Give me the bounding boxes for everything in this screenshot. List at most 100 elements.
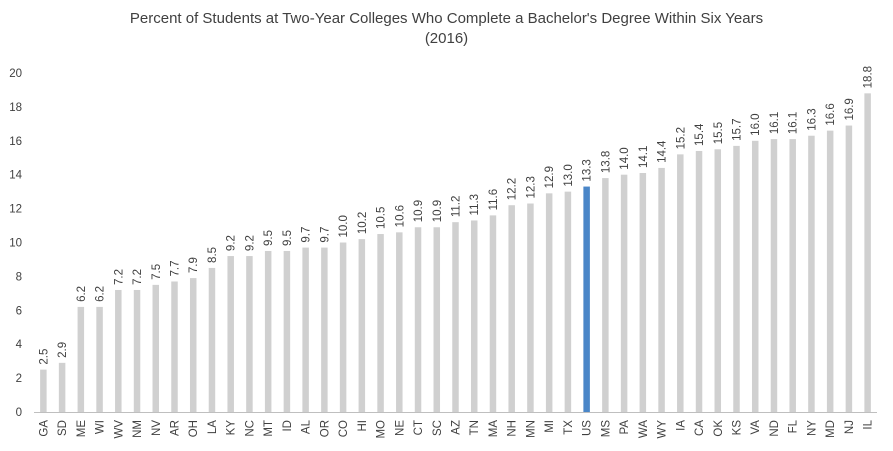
data-label: 15.5 — [713, 122, 725, 144]
x-tick-label: OR — [319, 420, 331, 437]
bar-sd — [58, 362, 66, 412]
chart-title-text: Percent of Students at Two-Year Colleges… — [129, 10, 764, 27]
y-tick-label: 0 — [16, 407, 22, 419]
x-tick-label: MN — [525, 420, 537, 438]
data-label: 14.0 — [619, 147, 631, 169]
data-label: 16.0 — [750, 113, 762, 135]
data-label: 13.8 — [600, 151, 612, 173]
data-label: 9.2 — [244, 235, 256, 251]
x-tick-label: IA — [675, 420, 687, 431]
data-label: 11.2 — [451, 196, 463, 218]
x-tick-label: MO — [376, 420, 388, 439]
x-tick-label: AL — [301, 419, 313, 434]
x-tick-label: AZ — [451, 420, 463, 435]
x-tick-label: WY — [657, 420, 669, 439]
x-tick-label: CT — [413, 420, 425, 435]
bar-or — [321, 247, 328, 412]
x-tick-label: NV — [151, 420, 163, 436]
y-tick-label: 12 — [9, 204, 22, 216]
x-tick-label: LA — [207, 420, 219, 434]
bar-ms — [602, 178, 609, 412]
bar-va — [751, 140, 759, 413]
data-labels: 2.5 2.9 6.2 6.2 7.2 7.2 7.5 7.7 7.9 8.5 9.2 9.2 9.5 9… — [38, 66, 874, 365]
x-tick-label: US — [582, 420, 594, 436]
bar-us — [583, 186, 590, 412]
data-label: 9.2 — [226, 235, 238, 251]
x-tick-label: KY — [226, 420, 238, 436]
y-axis: 0 2 4 6 8 10 12 14 16 18 20 — [9, 68, 22, 419]
chart-title: Percent of Students at Two-Year Colleges… — [0, 9, 893, 49]
bar-mi — [545, 193, 553, 412]
bar-ar — [171, 281, 178, 412]
x-tick-label: NM — [132, 420, 144, 438]
bar-hi — [358, 239, 366, 412]
bar-tn — [470, 220, 478, 412]
data-label: 7.5 — [151, 264, 163, 280]
bar-co — [339, 242, 347, 412]
x-tick-label: NJ — [844, 420, 856, 434]
x-tick-label: MS — [600, 420, 612, 438]
x-tick-label: IL — [863, 419, 875, 429]
y-tick-label: 18 — [9, 102, 22, 114]
x-tick-label: MD — [825, 420, 837, 438]
data-label: 6.2 — [76, 286, 88, 302]
data-label: 7.7 — [170, 260, 182, 276]
data-label: 9.5 — [263, 230, 275, 246]
bar-ky — [227, 256, 234, 412]
y-tick-label: 6 — [16, 305, 22, 317]
x-tick-label: HI — [357, 420, 369, 432]
data-label: 10.9 — [413, 200, 425, 222]
bar-mn — [527, 203, 534, 412]
x-tick-label: TN — [469, 420, 481, 435]
x-tick-label: PA — [619, 420, 631, 435]
data-label: 12.9 — [544, 166, 556, 188]
bar-la — [208, 267, 216, 412]
data-label: 16.1 — [788, 112, 800, 134]
data-label: 11.6 — [488, 189, 500, 211]
x-tick-label: MA — [488, 420, 500, 438]
data-label: 16.3 — [806, 108, 818, 130]
bar-id — [283, 250, 291, 412]
bar-fl — [789, 139, 796, 413]
data-label: 10.0 — [338, 215, 350, 237]
data-label: 9.7 — [301, 227, 313, 243]
bar-nm — [133, 289, 141, 412]
bar-me — [77, 306, 85, 412]
x-tick-label: ME — [76, 420, 88, 438]
bar-mo — [377, 234, 384, 412]
bar-il — [864, 93, 871, 412]
x-tick-label: NE — [394, 420, 406, 436]
bar-wy — [658, 167, 665, 412]
x-tick-label: MT — [263, 420, 275, 437]
x-tick-label: WA — [638, 420, 650, 438]
bar-ct — [414, 227, 422, 412]
bar-sc — [433, 227, 441, 412]
x-tick-label: NH — [507, 420, 519, 437]
data-label: 15.7 — [732, 118, 744, 140]
x-tick-label: GA — [38, 420, 50, 437]
data-label: 12.2 — [507, 178, 519, 200]
data-label: 7.2 — [132, 269, 144, 285]
x-tick-label: VA — [750, 420, 762, 435]
bar-nv — [152, 284, 160, 412]
y-tick-label: 10 — [9, 238, 22, 250]
data-label: 16.9 — [844, 98, 856, 120]
data-label: 14.1 — [638, 146, 650, 168]
y-tick-label: 4 — [16, 339, 23, 351]
bar-ok — [714, 149, 722, 412]
y-tick-label: 20 — [9, 68, 22, 80]
data-label: 9.5 — [282, 230, 294, 246]
x-tick-label: WI — [95, 420, 107, 434]
data-label: 18.8 — [863, 66, 875, 88]
bar-ca — [695, 150, 703, 412]
data-label: 6.2 — [95, 286, 107, 302]
chart-subtitle: (2016) — [424, 30, 469, 47]
data-label: 13.3 — [582, 159, 594, 181]
bar-oh — [189, 278, 197, 412]
x-tick-label: ID — [282, 420, 294, 432]
data-label: 15.4 — [694, 123, 706, 146]
y-tick-label: 8 — [16, 271, 22, 283]
data-label: 10.2 — [357, 212, 369, 234]
x-tick-label: NY — [806, 420, 818, 436]
